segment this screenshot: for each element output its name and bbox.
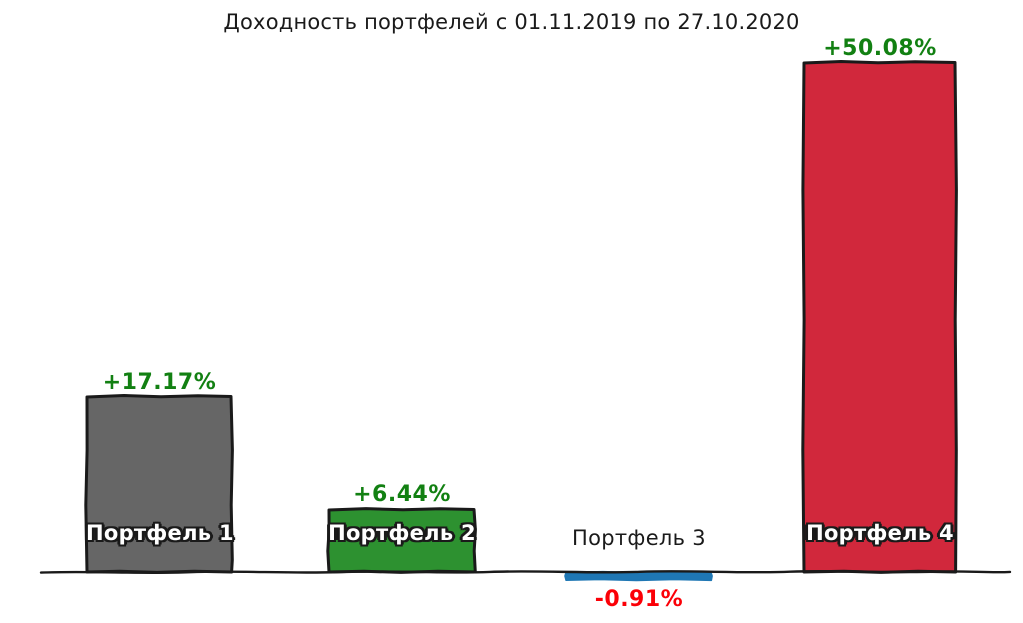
category-label-portfolio-4: Портфель 4 (806, 521, 954, 545)
chart-title: Доходность портфелей с 01.11.2019 по 27.… (223, 10, 800, 34)
value-label-portfolio-4: +50.08% (823, 36, 937, 61)
bar-portfolio-1 (84, 394, 234, 574)
value-label-portfolio-2: +6.44% (353, 482, 451, 507)
category-label-portfolio-2: Портфель 2 (328, 521, 476, 545)
category-label-portfolio-1: Портфель 1 (86, 521, 234, 545)
category-label-portfolio-3: Портфель 3 (572, 526, 706, 550)
value-label-portfolio-3: -0.91% (594, 587, 684, 612)
bar-portfolio-4 (801, 60, 958, 574)
value-label-portfolio-1: +17.17% (102, 370, 217, 395)
x-axis-baseline (39, 569, 1012, 575)
